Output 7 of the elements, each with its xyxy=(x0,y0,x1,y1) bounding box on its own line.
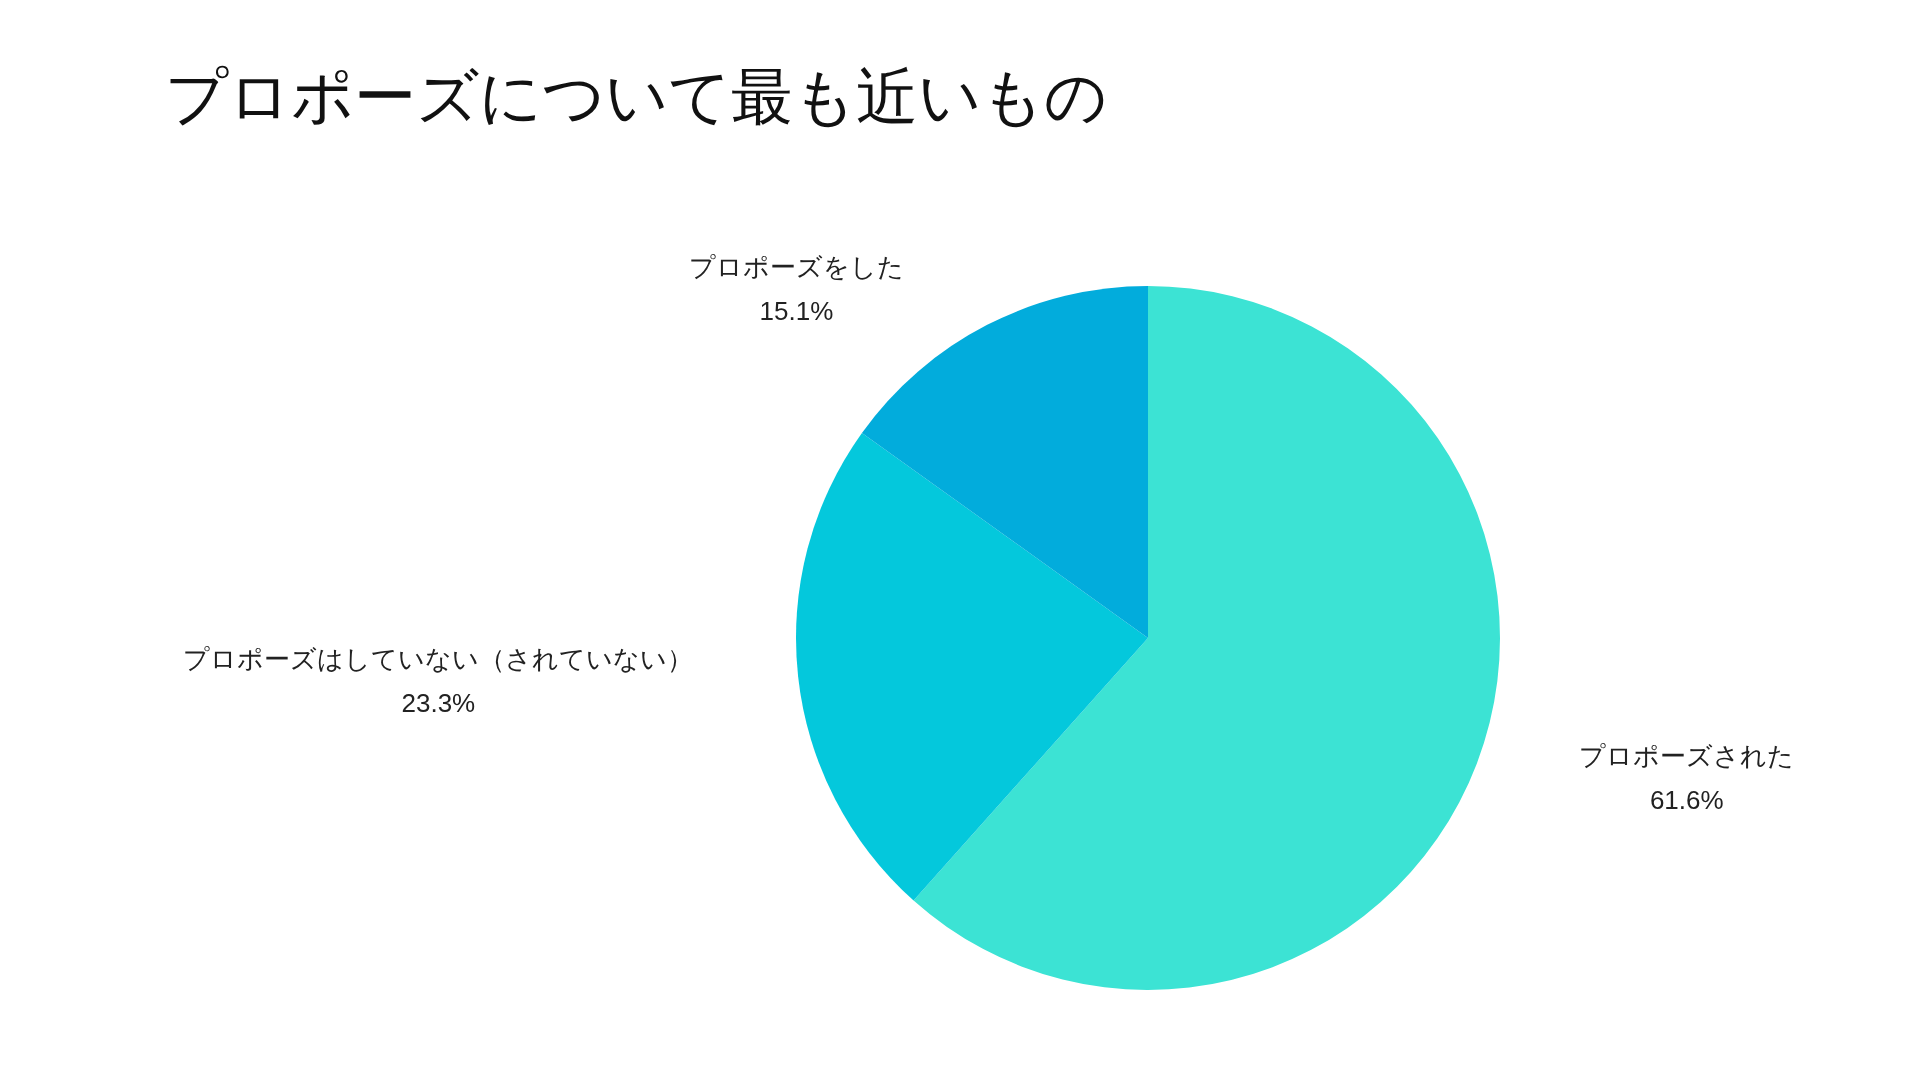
slice-label: プロポーズされた xyxy=(1579,740,1795,771)
slice-label: プロポーズはしていない（されていない） xyxy=(183,644,694,675)
data-label: 23.3% xyxy=(401,688,476,719)
chart-title: プロポーズについて最も近いもの xyxy=(165,61,1107,131)
data-label: 61.6% xyxy=(1649,784,1724,815)
slice-label: プロポーズをした xyxy=(688,252,904,283)
data-label: 15.1% xyxy=(759,296,834,327)
